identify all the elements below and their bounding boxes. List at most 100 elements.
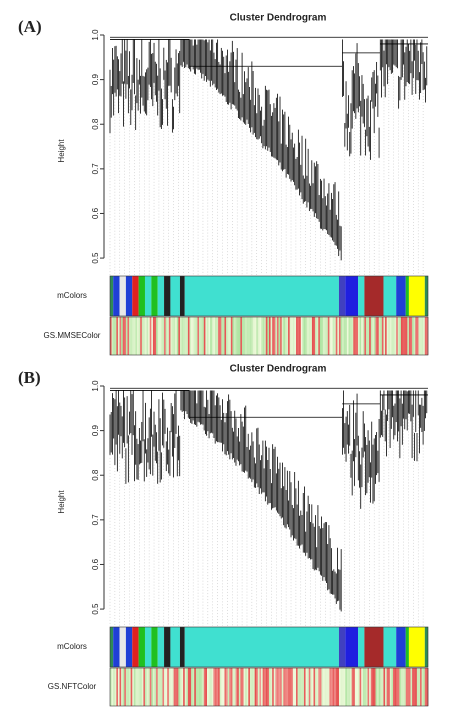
gs-color <box>122 668 125 706</box>
gs-color <box>284 668 287 706</box>
gs-color <box>324 668 327 706</box>
y-tick-label: 1.0 <box>91 380 100 392</box>
gs-color <box>373 668 376 706</box>
gs-color <box>197 668 200 706</box>
gs-color <box>230 317 233 355</box>
gs-color <box>189 668 192 706</box>
gs-color <box>229 317 232 355</box>
gs-color <box>420 668 422 706</box>
gs-color <box>194 317 197 355</box>
gs-color <box>267 317 270 355</box>
gs-color <box>302 668 305 706</box>
gs-color <box>170 317 173 355</box>
gs-color <box>391 317 394 355</box>
gs-color <box>267 668 270 706</box>
gs-color <box>289 668 292 706</box>
gs-color <box>397 668 400 706</box>
gs-color <box>296 668 298 706</box>
gs-color <box>405 668 408 706</box>
gs-color <box>318 317 321 355</box>
module-color <box>113 627 120 667</box>
module-color <box>125 627 133 667</box>
gs-color <box>234 668 236 706</box>
gs-color <box>315 317 317 355</box>
gs-color <box>113 317 116 355</box>
gs-color <box>408 668 411 706</box>
gs-color <box>175 317 178 355</box>
gs-color <box>116 317 119 355</box>
gs-color <box>175 668 178 706</box>
gs-color <box>364 668 367 706</box>
gs-color <box>302 317 305 355</box>
gs-color <box>246 668 249 706</box>
module-color <box>144 627 152 667</box>
gs-color <box>248 317 251 355</box>
gs-color <box>321 668 324 706</box>
gs-color <box>124 317 127 355</box>
gs-color <box>426 317 429 355</box>
gs-color <box>365 668 368 706</box>
gs-color <box>146 317 149 355</box>
gs-color <box>121 668 124 706</box>
gs-color <box>186 668 189 706</box>
gs-color <box>122 317 125 355</box>
gs-color <box>213 668 216 706</box>
module-color <box>405 627 409 667</box>
module-color <box>138 627 145 667</box>
module-color <box>113 276 120 316</box>
gs-color <box>168 317 171 355</box>
gs-color <box>280 668 283 706</box>
gs-color <box>259 317 262 355</box>
module-color <box>179 276 185 316</box>
gs-color <box>146 668 149 706</box>
module-color <box>151 276 158 316</box>
module-color <box>110 627 114 667</box>
gs-color <box>316 317 319 355</box>
gs-color <box>288 317 290 355</box>
gs-color <box>138 317 141 355</box>
gs-color <box>265 668 268 706</box>
gs-color <box>351 668 354 706</box>
gs-color <box>208 317 211 355</box>
gs-color <box>261 668 263 706</box>
gs-color <box>413 317 416 355</box>
gs-color <box>124 668 127 706</box>
gs-color <box>216 668 219 706</box>
gs-color <box>281 668 284 706</box>
gs-color <box>245 668 248 706</box>
gs-color <box>402 668 405 706</box>
gs-color <box>245 317 248 355</box>
gs-color <box>203 317 206 355</box>
track-label: mColors <box>57 291 87 300</box>
gs-color <box>421 317 424 355</box>
gs-color <box>380 317 383 355</box>
module-color <box>345 276 359 316</box>
gs-color <box>178 668 181 706</box>
gs-color <box>226 668 228 706</box>
gs-color <box>129 668 131 706</box>
gs-color <box>367 668 370 706</box>
gs-color <box>132 668 135 706</box>
module-color <box>358 627 365 667</box>
gs-color <box>405 317 408 355</box>
gs-color <box>273 317 276 355</box>
gs-color <box>206 668 209 706</box>
gs-color <box>248 668 251 706</box>
gs-color <box>262 668 265 706</box>
gs-color <box>143 317 146 355</box>
gs-color <box>305 668 308 706</box>
gs-color <box>388 317 391 355</box>
gs-color <box>116 668 119 706</box>
gs-color <box>130 317 133 355</box>
gs-color <box>202 317 205 355</box>
y-axis-label: Height <box>57 139 66 163</box>
gs-color <box>378 668 381 706</box>
module-color <box>383 627 397 667</box>
gs-color <box>393 668 395 706</box>
gs-color <box>164 317 166 355</box>
module-color <box>110 276 114 316</box>
gs-color <box>221 317 224 355</box>
gs-color <box>338 317 341 355</box>
gs-color <box>332 317 335 355</box>
gs-color <box>383 317 386 355</box>
